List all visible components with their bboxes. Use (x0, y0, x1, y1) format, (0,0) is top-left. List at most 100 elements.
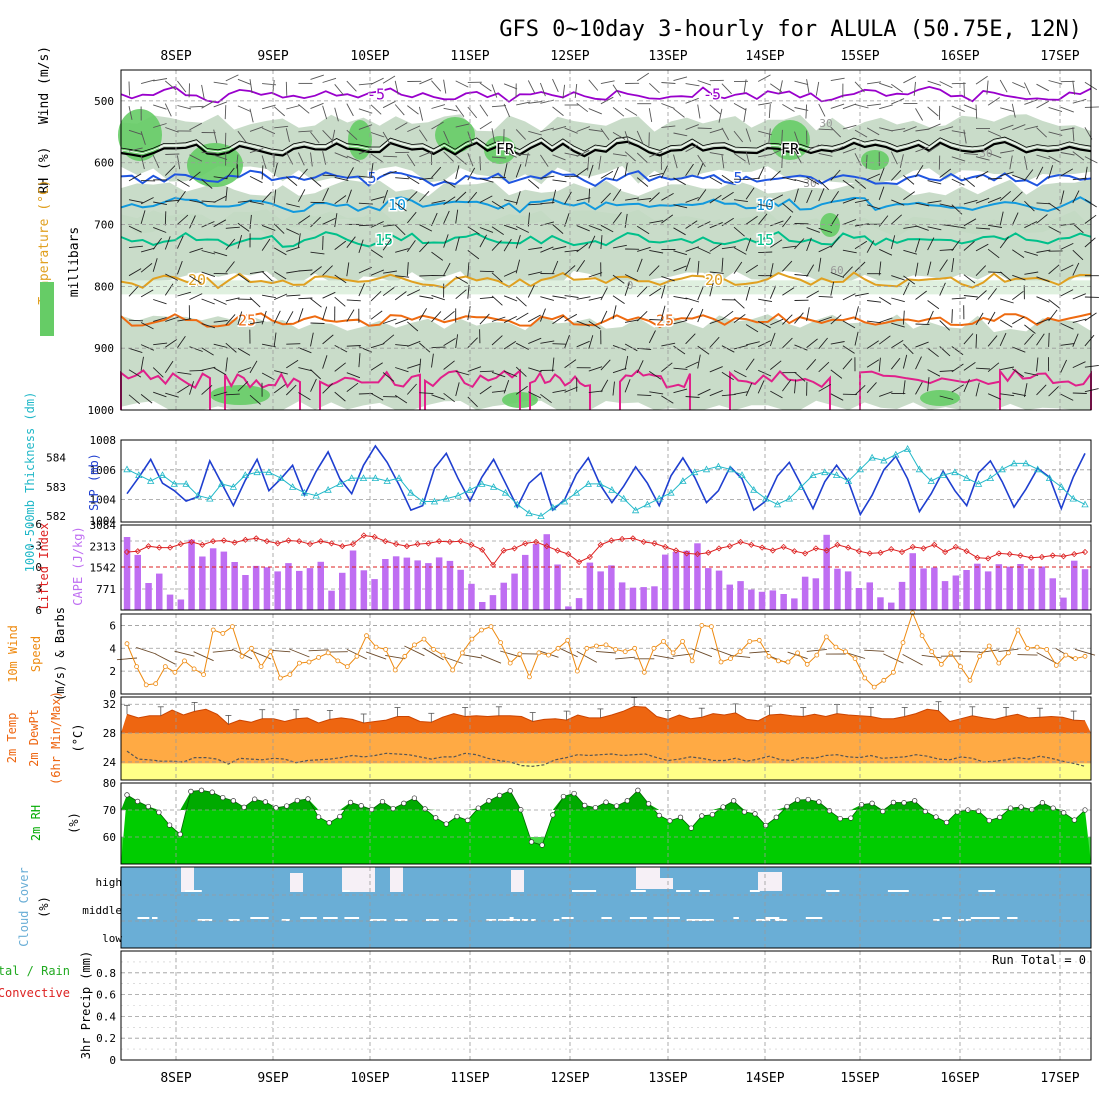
wind-barb (988, 271, 1003, 274)
wind-speed-point (1073, 656, 1078, 661)
wind-barb (225, 226, 240, 229)
cross-section-content: -5-5FRFR551010151520202525303060030 (118, 70, 1099, 410)
wind-barb (987, 152, 1002, 159)
wind-barb (189, 122, 203, 131)
wind-barb (636, 258, 643, 273)
wind-barb (624, 162, 628, 177)
cape-bar (758, 591, 766, 610)
wind-barb (479, 234, 487, 248)
wind-barb (249, 175, 263, 184)
cape-bar (532, 543, 540, 610)
wind-barb (782, 260, 793, 272)
date-top-label: 16SEP (940, 49, 979, 64)
wind-barb (1060, 168, 1074, 177)
wind-barb (383, 155, 398, 158)
wind-barb (746, 177, 761, 181)
slp-tick: 1006 (90, 464, 117, 477)
wind-barb (769, 285, 777, 299)
wind-barb (164, 236, 171, 250)
wind-speed-point (1015, 627, 1021, 633)
li-point (489, 561, 497, 568)
li-point (629, 535, 636, 542)
wind-barb (576, 243, 589, 253)
cape-bar (123, 537, 131, 610)
date-bottom-label: 10SEP (350, 1071, 389, 1086)
wind-barb (709, 104, 721, 115)
wind-speed-point (776, 658, 781, 664)
wind-barb (334, 84, 344, 96)
wind-barb (864, 649, 885, 652)
wind-barb (189, 199, 204, 204)
wind-barb (528, 247, 543, 251)
wind-speed-point (699, 623, 705, 628)
wind-barb (128, 106, 133, 120)
wind-barb (770, 148, 784, 156)
wind-barb (310, 378, 317, 392)
thickness-point (880, 456, 888, 464)
li-point (1006, 551, 1013, 558)
wind-speed-point (1082, 653, 1088, 659)
temp-line (126, 705, 1086, 725)
wind-barb (951, 363, 964, 373)
cloud-gap (342, 867, 375, 892)
rh-point (1029, 806, 1035, 813)
wind-barb (286, 176, 298, 186)
wind-barb (963, 199, 978, 205)
wind-barb (237, 130, 247, 143)
wind-barb (225, 167, 235, 180)
wind-barb (987, 311, 996, 325)
precip-total-rain-label: Total / Rain (0, 964, 70, 978)
wind-barb (986, 80, 989, 95)
thickness-point (348, 474, 356, 481)
wind-barb (1084, 364, 1099, 368)
wind-barb (189, 275, 202, 284)
wind-barb (842, 249, 857, 254)
li-point (942, 548, 949, 556)
wind-barb (370, 163, 374, 178)
wind-barb (709, 366, 723, 373)
wind-barb (249, 321, 264, 325)
wind-barb (878, 261, 882, 276)
wind-barb (806, 79, 810, 94)
wind-barb (213, 129, 218, 144)
wind-barb (1036, 318, 1050, 325)
cape-bar (618, 582, 626, 610)
wind-barb (685, 257, 691, 272)
wind-barb (975, 382, 980, 397)
rh-point (252, 796, 258, 802)
wind-barb (479, 82, 492, 92)
rh-point (677, 814, 684, 820)
wind-barb (915, 356, 922, 370)
wind-barb (528, 337, 542, 345)
wind-barb (1048, 106, 1063, 113)
thickness-point (383, 477, 391, 484)
wind-barb (1012, 392, 1027, 397)
wind-barb (237, 273, 250, 283)
wind-barb (406, 383, 417, 395)
wind-barb (854, 240, 868, 250)
temp-tick: 28 (103, 727, 116, 740)
wind-barb (540, 296, 555, 301)
wind-barb (637, 246, 651, 252)
cloud-panel: high middle low Cloud Cover (%) (17, 866, 1092, 949)
rh-point (688, 825, 694, 831)
li-point (156, 544, 163, 551)
cape-bar (177, 599, 185, 610)
date-bottom-label: 12SEP (550, 1071, 589, 1086)
isotherm-line (120, 140, 1092, 158)
rh-point (943, 819, 950, 826)
wind-barb (261, 191, 272, 203)
wind-barb (890, 357, 901, 370)
wind-barb (297, 308, 304, 322)
wind-barb (395, 248, 409, 253)
precip-tick: 0.2 (96, 1032, 116, 1045)
wind-barb (806, 177, 820, 185)
wind-barb (903, 225, 918, 229)
wind-barb (1036, 333, 1045, 346)
wind-barb (588, 296, 603, 301)
wind-barb (649, 249, 664, 254)
temp-axis-label-1: 2m Temp (5, 713, 19, 764)
wind-barb (878, 296, 892, 305)
wind-tick: 2 (109, 665, 116, 678)
wind-barb (865, 154, 868, 169)
